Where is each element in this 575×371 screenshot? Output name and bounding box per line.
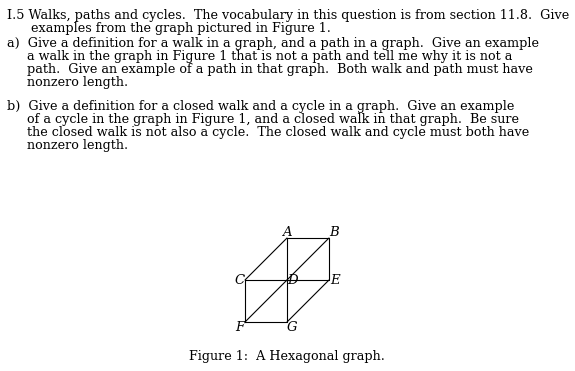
Text: C: C — [234, 273, 244, 286]
Text: F: F — [235, 321, 244, 334]
Text: examples from the graph pictured in Figure 1.: examples from the graph pictured in Figu… — [7, 22, 331, 35]
Text: path.  Give an example of a path in that graph.  Both walk and path must have: path. Give an example of a path in that … — [7, 63, 533, 76]
Text: Figure 1:  A Hexagonal graph.: Figure 1: A Hexagonal graph. — [189, 350, 385, 363]
Text: G: G — [287, 321, 297, 334]
Text: the closed walk is not also a cycle.  The closed walk and cycle must both have: the closed walk is not also a cycle. The… — [7, 126, 529, 139]
Text: D: D — [287, 273, 298, 286]
Text: a walk in the graph in Figure 1 that is not a path and tell me why it is not a: a walk in the graph in Figure 1 that is … — [7, 50, 512, 63]
Text: nonzero length.: nonzero length. — [7, 76, 128, 89]
Text: of a cycle in the graph in Figure 1, and a closed walk in that graph.  Be sure: of a cycle in the graph in Figure 1, and… — [7, 113, 519, 126]
Text: a)  Give a definition for a walk in a graph, and a path in a graph.  Give an exa: a) Give a definition for a walk in a gra… — [7, 37, 539, 50]
Text: I.5 Walks, paths and cycles.  The vocabulary in this question is from section 11: I.5 Walks, paths and cycles. The vocabul… — [7, 9, 569, 22]
Text: E: E — [330, 273, 340, 286]
Text: nonzero length.: nonzero length. — [7, 139, 128, 152]
Text: B: B — [329, 226, 339, 239]
Text: b)  Give a definition for a closed walk and a cycle in a graph.  Give an example: b) Give a definition for a closed walk a… — [7, 100, 515, 113]
Text: A: A — [282, 226, 292, 239]
